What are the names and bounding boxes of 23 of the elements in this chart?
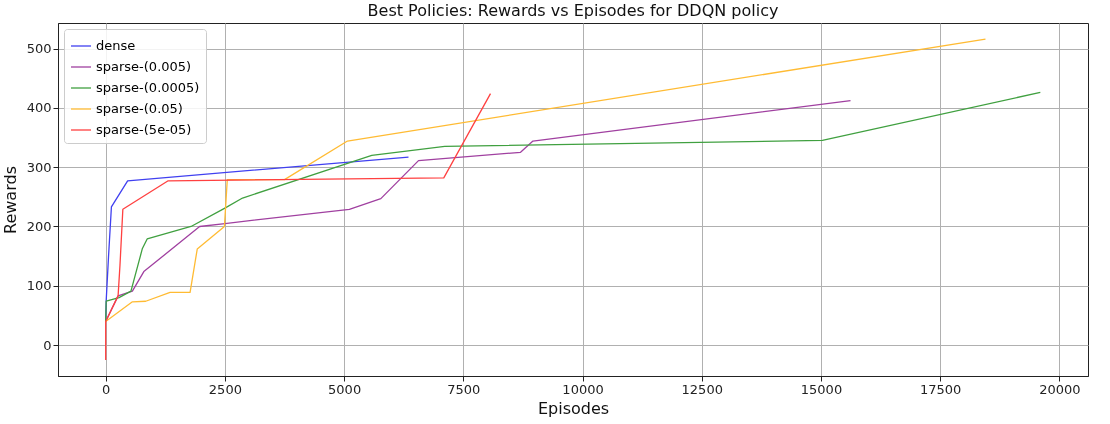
y-axis-title: Rewards [0, 166, 20, 234]
legend-label: sparse-(0.005) [96, 59, 192, 74]
y-tick-label: 0 [43, 337, 52, 353]
x-tick-label: 12500 [681, 381, 723, 397]
x-tick-label: 7500 [447, 381, 481, 397]
x-tick-label: 0 [102, 381, 111, 397]
x-tick-label: 5000 [328, 381, 362, 397]
x-tick-label: 10000 [562, 381, 604, 397]
x-tick-label: 2500 [208, 381, 242, 397]
x-tick-label: 17500 [920, 381, 962, 397]
legend-label: sparse-(0.0005) [96, 80, 200, 95]
y-tick-label: 100 [26, 278, 52, 294]
x-tick-label: 15000 [800, 381, 843, 397]
legend-label: dense [96, 38, 136, 53]
legend-label: sparse-(0.05) [96, 101, 183, 116]
y-tick-label: 500 [26, 41, 52, 57]
y-tick-label: 400 [26, 100, 52, 116]
legend-label: sparse-(5e-05) [96, 122, 192, 137]
chart-title: Best Policies: Rewards vs Episodes for DDQN policy [367, 1, 779, 20]
x-axis-title: Episodes [537, 398, 610, 418]
y-tick-label: 300 [26, 159, 52, 175]
x-tick-label: 20000 [1039, 381, 1081, 397]
y-tick-label: 200 [26, 218, 52, 234]
